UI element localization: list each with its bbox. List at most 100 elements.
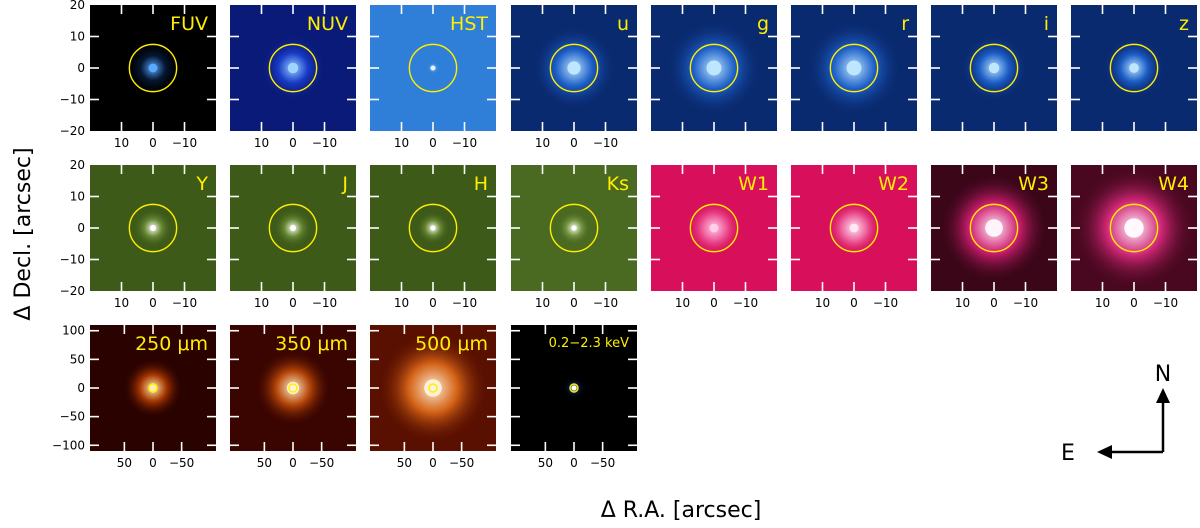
panel-ticks	[90, 5, 216, 131]
panel-ticks	[1071, 5, 1197, 131]
panel-ticks	[511, 5, 637, 131]
x-tick-label: 10	[675, 296, 690, 310]
x-tick-label: 10	[254, 136, 269, 150]
source-core	[148, 383, 158, 393]
aperture-circle	[549, 43, 599, 93]
source-core	[567, 61, 581, 75]
band-label: Y	[195, 173, 208, 195]
band-label: W2	[878, 173, 909, 195]
aperture-circle	[408, 43, 458, 93]
panel-g: g	[651, 5, 777, 131]
y-tick-label: −10	[60, 253, 85, 267]
compass-east-label: E	[1061, 441, 1075, 466]
panel-250-m: 250 μm 50 0 −50	[90, 325, 216, 470]
x-tick-label: 0	[289, 456, 297, 470]
x-tick-label: 0	[149, 296, 157, 310]
x-tick-label: −10	[452, 296, 477, 310]
panel-ticks	[230, 165, 356, 291]
compass: N E	[1061, 362, 1171, 466]
y-tick-label: 0	[77, 381, 85, 395]
y-tick-label: 10	[70, 190, 85, 204]
panel-ticks	[370, 5, 496, 131]
panel-w3: W3 10 0 −10	[931, 165, 1057, 310]
source-core	[287, 62, 299, 74]
source-core	[988, 62, 1000, 74]
band-label: 500 μm	[415, 333, 488, 355]
band-label: 350 μm	[275, 333, 348, 355]
source-core	[709, 223, 719, 233]
panel-ticks	[230, 325, 356, 451]
x-tick-label: −10	[1153, 296, 1178, 310]
x-tick-label: 50	[117, 456, 132, 470]
panel-ticks	[511, 325, 637, 451]
x-tick-label: 0	[570, 296, 578, 310]
panel-ticks	[931, 165, 1057, 291]
x-tick-label: −10	[312, 296, 337, 310]
aperture-circle	[288, 383, 298, 393]
source-core	[571, 225, 577, 231]
x-tick-label: 0	[1130, 296, 1138, 310]
aperture-circle	[408, 203, 458, 253]
x-tick-label: −10	[733, 296, 758, 310]
panel-j: J 10 0 −10	[230, 165, 356, 310]
x-tick-label: 10	[815, 296, 830, 310]
panel-fuv: FUV 10 0 −10	[90, 5, 216, 150]
source-core	[571, 385, 577, 391]
panel-ticks	[230, 5, 356, 131]
y-tick-label: 20	[70, 158, 85, 172]
panel-500-m: 500 μm 50 0 −50	[370, 325, 496, 470]
aperture-circle	[689, 203, 739, 253]
band-label: g	[757, 13, 769, 35]
aperture-circle	[969, 43, 1019, 93]
panel-hst: HST 10 0 −10	[370, 5, 496, 150]
source-core	[430, 225, 436, 231]
x-tick-label: 10	[955, 296, 970, 310]
panel-ticks	[90, 325, 216, 451]
source-core	[430, 65, 436, 71]
band-label: r	[901, 13, 909, 35]
panel-ticks	[90, 165, 216, 291]
source-core	[1124, 218, 1144, 238]
aperture-circle	[1109, 43, 1159, 93]
band-label: 250 μm	[135, 333, 208, 355]
source-core	[148, 63, 158, 73]
x-tick-label: 10	[394, 296, 409, 310]
x-tick-label: 0	[710, 296, 718, 310]
panel-350-m: 350 μm 50 0 −50	[230, 325, 356, 470]
source-core	[289, 224, 297, 232]
x-tick-label: 0	[570, 136, 578, 150]
x-tick-label: 0	[429, 136, 437, 150]
panel-ticks	[370, 165, 496, 291]
aperture-circle	[428, 383, 438, 393]
y-tick-label: −20	[60, 284, 85, 298]
source-core	[424, 379, 442, 397]
panel-0-2-2-3-kev: 0.2−2.3 keV 50 0 −50	[511, 325, 637, 470]
source-core	[846, 60, 862, 76]
aperture-circle	[689, 43, 739, 93]
panel-ticks	[651, 165, 777, 291]
x-tick-label: −50	[169, 456, 194, 470]
panel-w4: W4 10 0 −10	[1071, 165, 1197, 310]
y-tick-label: −100	[52, 438, 85, 452]
y-tick-label: 0	[77, 61, 85, 75]
source-core	[849, 223, 859, 233]
panel-r: r	[791, 5, 917, 131]
x-tick-label: −50	[309, 456, 334, 470]
band-label: 0.2−2.3 keV	[549, 336, 629, 351]
x-tick-label: 0	[149, 456, 157, 470]
compass-north-arrowhead	[1156, 388, 1170, 403]
x-tick-label: 50	[538, 456, 553, 470]
x-tick-label: 10	[535, 296, 550, 310]
source-core	[706, 60, 722, 76]
x-tick-label: 10	[114, 296, 129, 310]
optical-uv-row: 20 10 0 −10 −20 FUV 10 0 −10 NUV 10 0 −10 HST 10 0 −10 u 1…	[60, 0, 1197, 150]
aperture-circle	[829, 203, 879, 253]
panel-ticks	[931, 5, 1057, 131]
aperture-circle	[969, 203, 1019, 253]
aperture-circle	[1109, 203, 1159, 253]
panel-w1: W1 10 0 −10	[651, 165, 777, 310]
x-tick-label: −10	[593, 296, 618, 310]
band-label: i	[1044, 13, 1049, 35]
aperture-circle	[829, 43, 879, 93]
